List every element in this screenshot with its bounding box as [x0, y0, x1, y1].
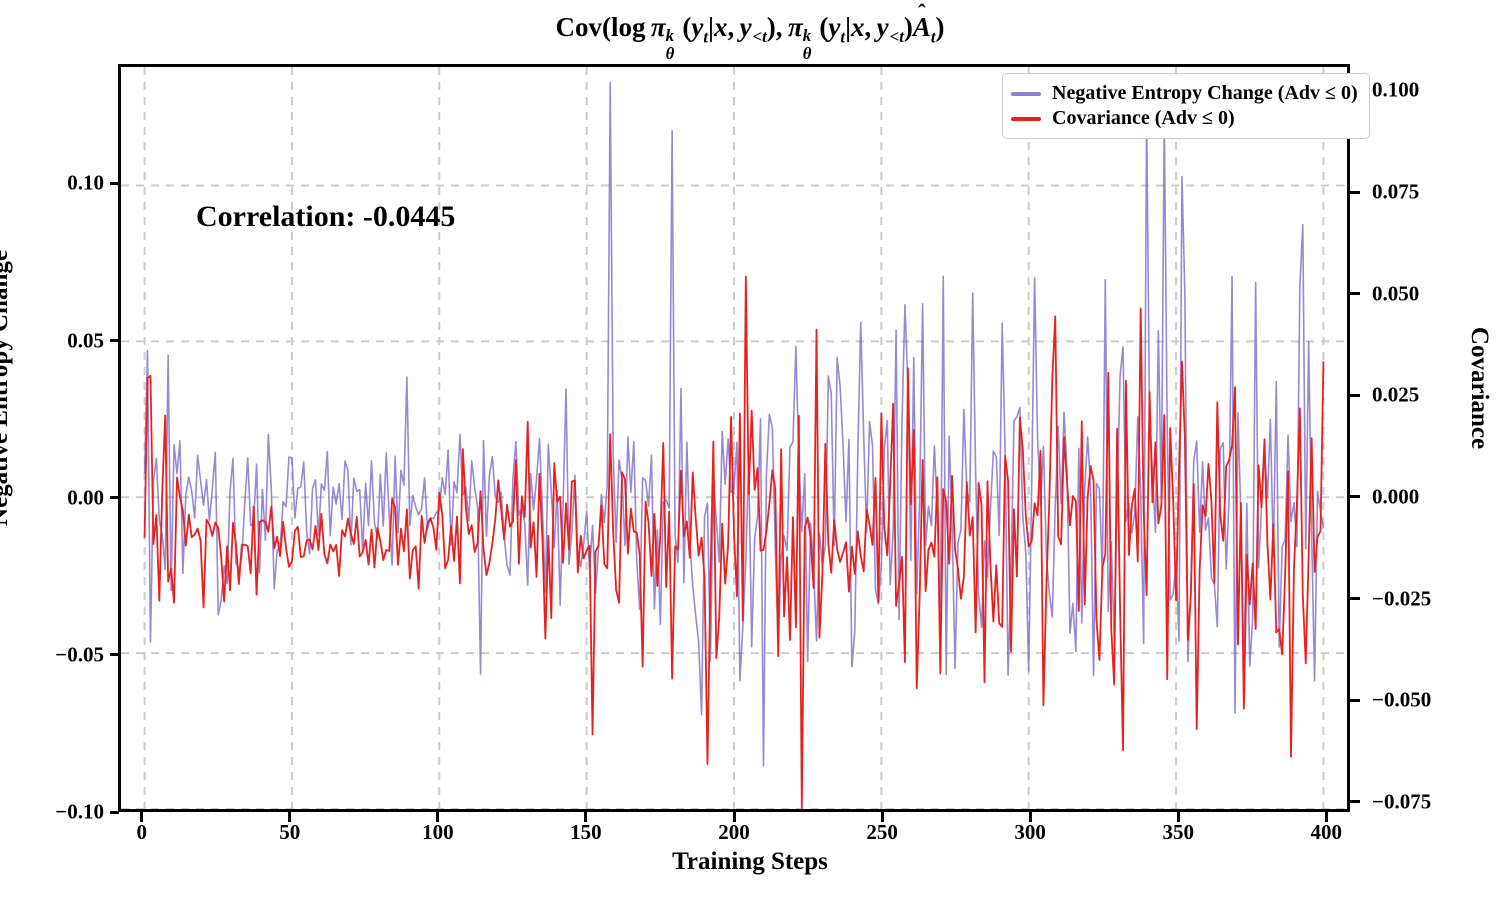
x-axis-tick-mark: [436, 812, 440, 822]
y-axis-left-tick-label: 0.00: [67, 485, 104, 510]
x-axis-tick-mark: [880, 812, 884, 822]
x-axis-tick-mark: [732, 812, 736, 822]
y-axis-left-tick-mark: [110, 181, 119, 185]
x-axis-tick-label: 350: [1162, 820, 1194, 844]
legend-swatch-purple: [1011, 91, 1041, 96]
series-line: [145, 83, 1324, 766]
legend-label-negative-entropy-change: Negative Entropy Change (Adv ≤ 0): [1052, 82, 1358, 104]
y-axis-right-tick-mark: [1350, 292, 1360, 296]
y-axis-right-title: Covariance: [1466, 326, 1493, 450]
y-axis-right-tick-label: −0.075: [1372, 789, 1432, 814]
correlation-annotation: Correlation: -0.0445: [196, 200, 456, 233]
x-axis-tick-mark: [1028, 812, 1032, 822]
y-axis-left-tick-mark: [110, 496, 119, 500]
data-lines: [121, 67, 1347, 809]
y-axis-left-tick-label: −0.10: [55, 799, 104, 824]
series-line: [145, 277, 1324, 808]
y-axis-right-tick-mark: [1350, 800, 1360, 804]
x-axis-tick-label: 0: [136, 820, 147, 844]
y-axis-right-tick-label: 0.050: [1372, 281, 1420, 306]
x-axis-tick-label: 400: [1310, 820, 1343, 844]
x-axis-tick-label: 100: [422, 820, 454, 844]
legend-swatch-red: [1011, 116, 1041, 121]
x-axis-tick-mark: [1176, 812, 1180, 822]
legend-item-negative-entropy-change[interactable]: Negative Entropy Change (Adv ≤ 0): [1011, 81, 1358, 106]
x-axis-tick-label: 200: [718, 820, 750, 844]
legend-label-covariance: Covariance (Adv ≤ 0): [1052, 107, 1235, 129]
y-axis-left-tick-mark: [110, 653, 119, 657]
y-axis-right-tick-label: 0.100: [1372, 77, 1420, 102]
x-axis-tick-mark: [288, 812, 292, 822]
y-axis-left-tick-label: −0.05: [55, 642, 104, 667]
y-axis-right-tick-mark: [1350, 190, 1360, 194]
y-axis-right-tick-mark: [1350, 495, 1360, 499]
x-axis-tick-label: 250: [866, 820, 898, 844]
y-axis-left-title: Negative Entropy Change: [0, 250, 13, 526]
y-axis-right-tick-label: −0.050: [1372, 687, 1432, 712]
x-axis-tick-label: 50: [279, 820, 301, 844]
x-axis-title: Training Steps: [672, 848, 828, 875]
y-axis-right-tick-label: 0.075: [1372, 179, 1420, 204]
y-axis-right-tick-label: 0.000: [1372, 484, 1420, 509]
x-axis-tick-mark: [140, 812, 144, 822]
y-axis-right-tick-label: 0.025: [1372, 382, 1420, 407]
x-axis-tick-mark: [1324, 812, 1328, 822]
y-axis-left-tick-mark: [110, 339, 119, 343]
x-axis-tick-label: 300: [1014, 820, 1046, 844]
y-axis-right-tick-label: −0.025: [1372, 586, 1432, 611]
y-axis-right-tick-mark: [1350, 393, 1360, 397]
y-axis-left-tick-label: 0.05: [67, 328, 104, 353]
legend: Negative Entropy Change (Adv ≤ 0) Covari…: [1002, 73, 1370, 139]
plot-inner: [121, 67, 1347, 809]
y-axis-left-tick-mark: [110, 810, 119, 814]
y-axis-right-tick-mark: [1350, 597, 1360, 601]
y-axis-left-tick-label: 0.10: [67, 170, 104, 195]
plot-area: [118, 64, 1350, 812]
x-axis-tick-label: 150: [570, 820, 602, 844]
x-axis-tick-mark: [584, 812, 588, 822]
chart-title: Cov(log πkθ(yt|x, y<t), πkθ(yt|x, y<t)̂A…: [555, 12, 945, 64]
legend-item-covariance[interactable]: Covariance (Adv ≤ 0): [1011, 106, 1358, 131]
y-axis-right-tick-mark: [1350, 698, 1360, 702]
